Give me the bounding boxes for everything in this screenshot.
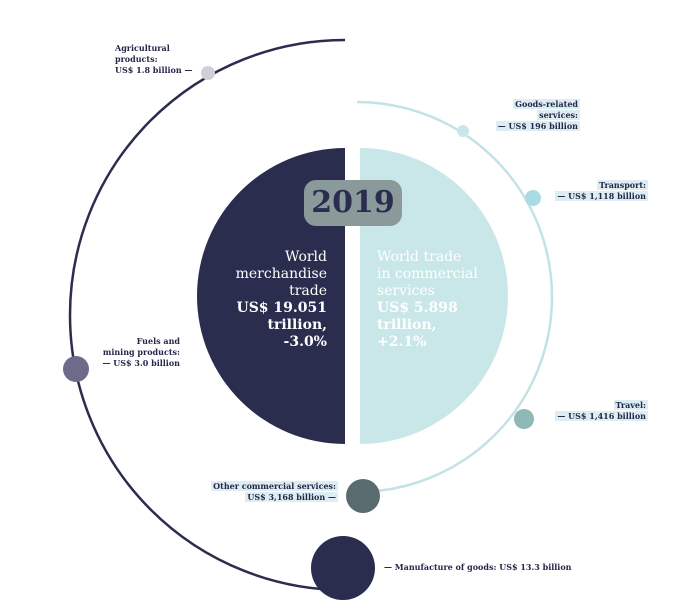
transport-line-2: — US$ 1,118 billion <box>555 191 648 201</box>
fuels-label: Fuels and mining products: — US$ 3.0 bil… <box>70 336 181 369</box>
goods-related-label: Goods-related services: — US$ 196 billio… <box>470 99 580 132</box>
fuels-line-1: Fuels and <box>136 336 180 346</box>
merch-value: US$ 19.051 <box>236 300 327 316</box>
goods-line-2: services: <box>537 110 580 120</box>
goods-line-3: — US$ 196 billion <box>495 121 580 131</box>
travel-line-1: Travel: <box>613 400 648 410</box>
merch-unit: trillion, <box>267 317 327 333</box>
agri-line-2: products: <box>115 54 158 64</box>
year-badge: 2019 <box>304 180 402 226</box>
merchandise-text: World merchandise trade US$ 19.051 trill… <box>220 249 327 351</box>
manufacture-label: — Manufacture of goods: US$ 13.3 billion <box>384 562 572 573</box>
other-line-2: US$ 3,168 billion — <box>245 492 338 502</box>
transport-line-1: Transport: <box>597 180 648 190</box>
serv-line-2: in commercial <box>377 266 478 282</box>
manufacture-bubble <box>311 536 375 600</box>
serv-change: +2.1% <box>377 334 427 350</box>
travel-line-2: — US$ 1,416 billion <box>555 411 648 421</box>
fuels-bubble <box>63 356 89 382</box>
other-services-bubble <box>346 479 380 513</box>
goods-related-bubble <box>457 125 469 137</box>
services-text: World trade in commercial services US$ 5… <box>377 249 507 351</box>
agri-line-1: Agricultural <box>115 43 170 53</box>
transport-bubble <box>525 190 541 206</box>
travel-bubble <box>514 409 534 429</box>
other-services-label: Other commercial services: US$ 3,168 bil… <box>180 481 338 503</box>
merch-line-2: merchandise <box>235 266 327 282</box>
other-line-1: Other commercial services: <box>211 481 338 491</box>
serv-unit: trillion, <box>377 317 437 333</box>
merch-change: -3.0% <box>283 334 327 350</box>
goods-line-1: Goods-related <box>513 99 580 109</box>
travel-label: Travel: — US$ 1,416 billion <box>540 400 648 422</box>
merch-line-3: trade <box>289 283 327 299</box>
fuels-line-2: mining products: <box>102 347 180 357</box>
agricultural-label: Agricultural products: US$ 1.8 billion — <box>115 43 193 76</box>
transport-label: Transport: — US$ 1,118 billion <box>540 180 648 202</box>
serv-line-1: World trade <box>377 249 462 265</box>
manuf-line-1: — Manufacture of goods: US$ 13.3 billion <box>384 562 572 572</box>
agri-line-3: US$ 1.8 billion — <box>115 65 193 75</box>
agricultural-bubble <box>201 66 215 80</box>
merchandise-arc <box>68 38 346 592</box>
services-arc <box>356 100 554 494</box>
serv-value: US$ 5.898 <box>377 300 458 316</box>
serv-line-3: services <box>377 283 435 299</box>
fuels-line-3: — US$ 3.0 billion <box>102 358 181 368</box>
merch-line-1: World <box>285 249 327 265</box>
